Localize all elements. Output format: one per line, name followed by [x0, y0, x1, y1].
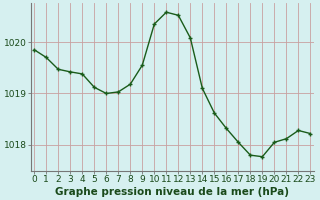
X-axis label: Graphe pression niveau de la mer (hPa): Graphe pression niveau de la mer (hPa) — [55, 187, 289, 197]
